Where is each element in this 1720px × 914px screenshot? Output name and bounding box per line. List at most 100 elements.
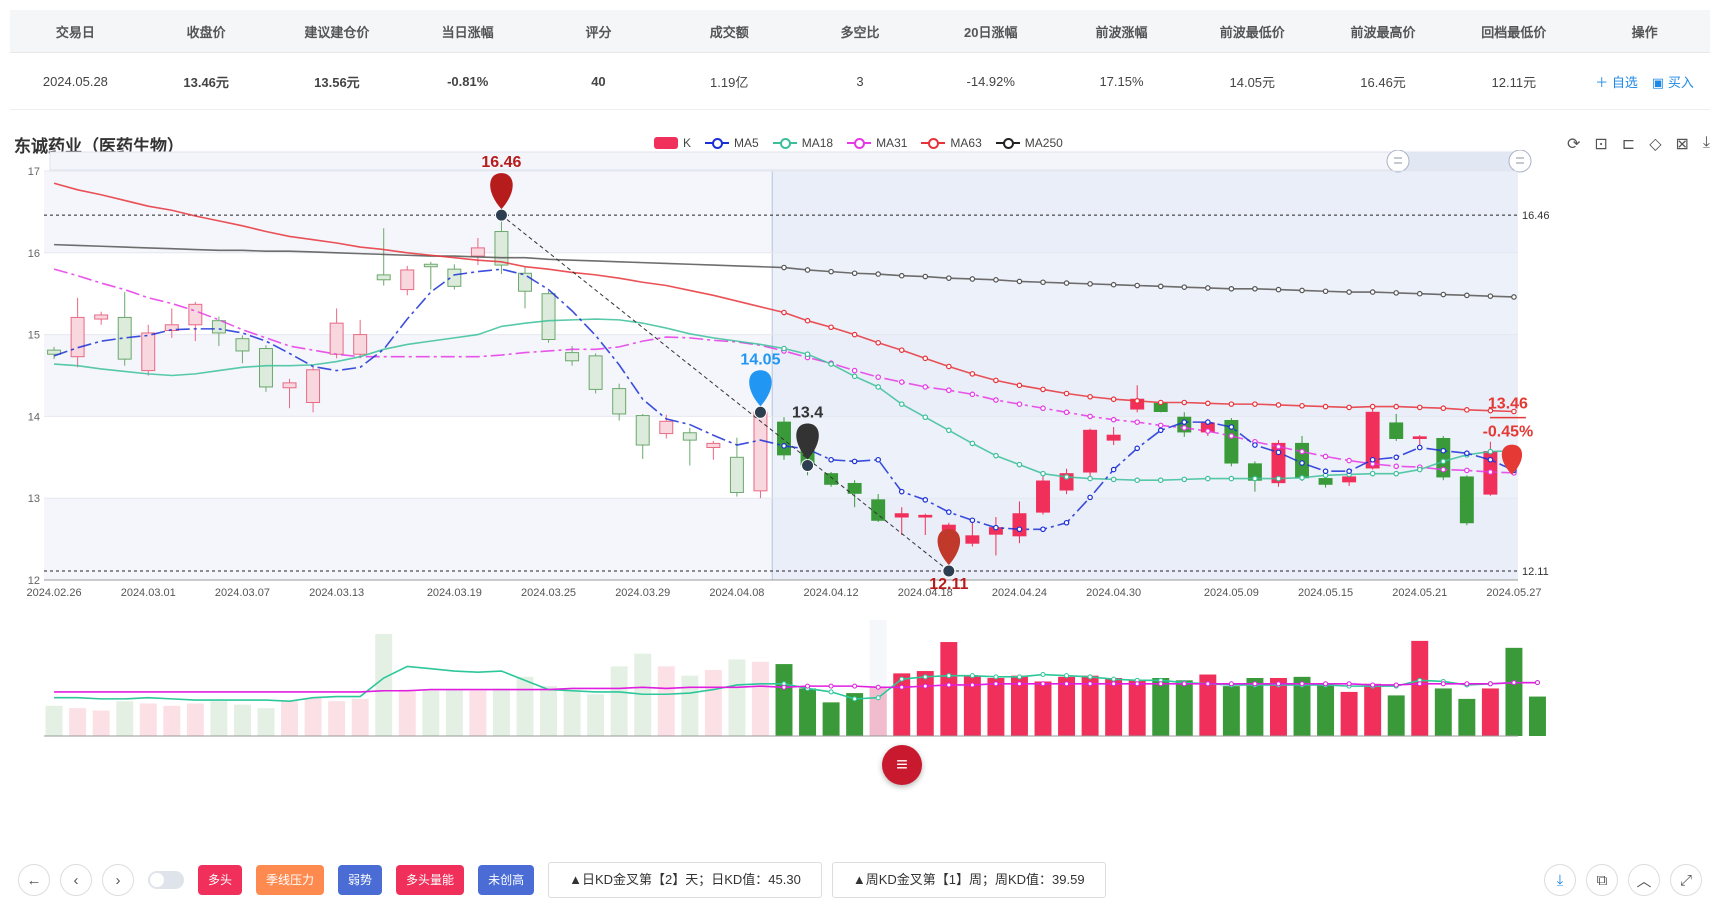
volume-ma20-point (1511, 680, 1517, 686)
volume-bar (751, 661, 769, 736)
candle-body (635, 415, 650, 446)
volume-ma20-point (875, 684, 881, 690)
menu-button[interactable]: ≡ (882, 745, 922, 785)
volume-bar (1434, 688, 1452, 736)
download-button[interactable]: ⤓ (1544, 864, 1576, 896)
ma5-line-point (1369, 456, 1376, 463)
ma63-line-point (1016, 382, 1023, 389)
week-kd-info[interactable]: ▲周KD金叉第【1】周；周KD值：39.59 (831, 862, 1106, 898)
candle-body (965, 535, 980, 544)
candle-body (447, 268, 462, 287)
tag-quarter-pressure[interactable]: 季线压力 (256, 865, 325, 895)
ma63-line-point (1511, 408, 1517, 415)
back-button[interactable]: ← (18, 864, 50, 896)
header-wave: 前波涨幅 (1095, 24, 1148, 40)
volume-ma20-point (1111, 681, 1117, 687)
restore-icon[interactable]: ⟳ (1566, 136, 1581, 153)
buy-button[interactable]: ▣ 买入 (1651, 74, 1694, 90)
scroll-top-button[interactable]: ︿ (1628, 864, 1660, 896)
ma18-line-point (1110, 476, 1117, 483)
ma63-line-point (1252, 401, 1258, 407)
ma250-line-point (1016, 278, 1023, 285)
stock-title: 东诚药业（医药生物） (14, 137, 184, 156)
cell-score: 40 (591, 73, 606, 89)
legend-ma63-swatch (921, 137, 946, 149)
brush-icon[interactable]: ◇ (1649, 136, 1662, 153)
candle-body (1036, 480, 1050, 513)
ma18-line-point (1228, 475, 1235, 482)
data-zoom-slider (49, 151, 1521, 171)
ma250-line-point (946, 275, 952, 281)
legend-ma250-swatch (995, 137, 1020, 149)
next-button[interactable]: › (102, 864, 134, 896)
clear-icon[interactable]: ⊠ (1675, 136, 1689, 153)
legend-ma250[interactable]: MA250 (995, 136, 1063, 150)
tag-bullish-volume[interactable]: 多头量能 (396, 865, 465, 895)
candle-body (588, 355, 603, 390)
volume-bar (139, 703, 157, 736)
tag-bullish[interactable]: 多头 (198, 865, 243, 895)
volume-ma5-point (1111, 676, 1117, 682)
ma63-line-point (1369, 403, 1376, 410)
volume-ma20-point (899, 684, 905, 690)
volume-ma5-point (899, 676, 905, 682)
x-tick-label: 2024.03.13 (309, 587, 364, 599)
tag-no-new-high[interactable]: 未创高 (478, 865, 535, 895)
legend-k[interactable]: K (654, 136, 691, 150)
copy-button[interactable]: ⧉ (1586, 864, 1618, 896)
volume-ma20-point (1040, 681, 1046, 687)
ma250-line-point (1487, 293, 1494, 299)
volume-ma5-point (1064, 673, 1070, 679)
ma63-line-point (898, 347, 905, 353)
volume-ma20-point (1323, 681, 1329, 687)
ma250-line-point (1181, 284, 1188, 290)
wave-low-marker-label: 14.05 (740, 351, 780, 368)
volume-bar (281, 701, 299, 736)
tag-weak[interactable]: 弱势 (338, 865, 383, 895)
ma5-line-point (1110, 466, 1117, 473)
volume-bar (1105, 678, 1123, 736)
ma31-line-point (969, 391, 976, 398)
candle-body (1459, 476, 1474, 524)
day-kd-info[interactable]: ▲日KD金叉第【2】天；日KD值：45.30 (548, 862, 822, 898)
legend-ma5[interactable]: MA5 (705, 136, 759, 150)
legend-ma18[interactable]: MA18 (772, 136, 834, 150)
ma250-line-point (828, 268, 834, 275)
ma5-line-point (781, 443, 787, 449)
volume-bar (1293, 676, 1311, 736)
zoom-reset-icon[interactable]: ⊏ (1621, 136, 1636, 153)
volume-ma20-point (1440, 681, 1446, 687)
candle-body (376, 274, 391, 281)
volume-bar (940, 642, 958, 736)
prev-button[interactable]: ‹ (60, 864, 92, 896)
volume-bar (704, 669, 722, 736)
ma5-line-point (1063, 519, 1070, 526)
ma250-line-point (1063, 280, 1070, 286)
fullscreen-button[interactable]: ⤢ (1670, 864, 1702, 896)
candle-body (541, 293, 556, 341)
candle-body (1083, 429, 1098, 473)
ma250-line-point (1205, 285, 1211, 291)
ma31-line-point (1157, 422, 1164, 429)
ma31-line-point (922, 384, 929, 390)
y-tick-label: 17 (28, 166, 40, 178)
toggle-switch[interactable] (148, 871, 184, 889)
volume-bar (916, 671, 934, 736)
legend-ma63[interactable]: MA63 (921, 136, 982, 150)
candle-body (353, 334, 368, 355)
zoom-select-icon[interactable]: ⊡ (1594, 136, 1608, 153)
volume-bar (1269, 678, 1287, 736)
x-tick-label: 2024.04.30 (1086, 587, 1141, 599)
ma250-line-point (1322, 288, 1329, 295)
legend-ma18-label: MA18 (801, 136, 834, 150)
save-image-icon[interactable]: ⤓ (1702, 134, 1710, 151)
kline-chart[interactable]: 17 16 15 14 13 12 16.46 12.11 2024.02.26 2024.03.… (0, 150, 1720, 840)
legend-ma5-label: MA5 (734, 136, 759, 150)
header-ratio: 多空比 (840, 24, 880, 40)
volume-bar (1034, 681, 1052, 736)
legend-ma31[interactable]: MA31 (847, 136, 907, 150)
add-watchlist-button[interactable]: ＋ 自选 (1595, 74, 1638, 90)
volume-bar (987, 678, 1005, 736)
volume-bar (1505, 647, 1523, 736)
high-marker-pin (490, 173, 513, 210)
